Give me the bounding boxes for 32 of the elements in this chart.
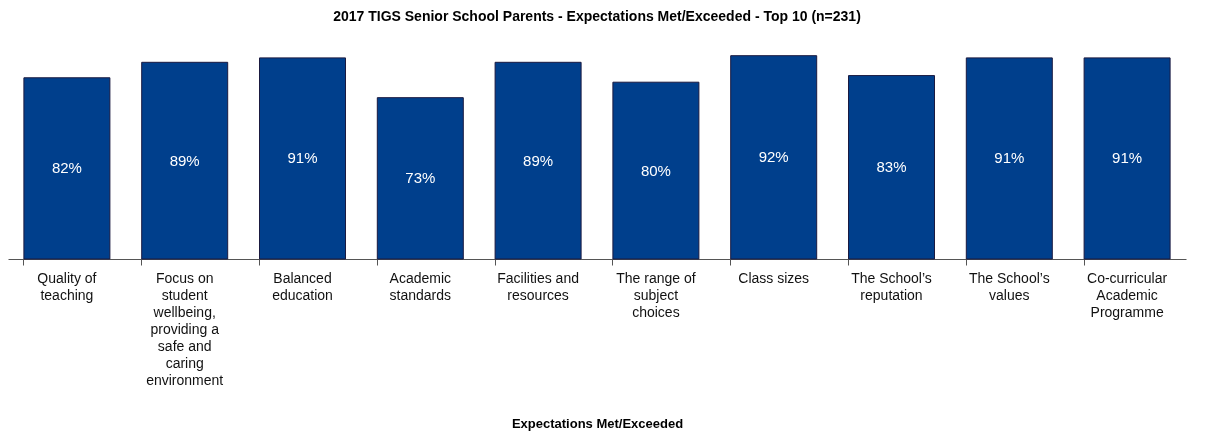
x-tick-label: Quality of teaching — [37, 269, 97, 303]
data-label: 73% — [405, 169, 436, 187]
x-tick-label: Balanced education — [272, 269, 333, 303]
data-label: 80% — [640, 161, 671, 179]
x-tick-label: Focus on student wellbeing, providing a safe and caring environment — [146, 269, 224, 388]
data-label: 89% — [169, 151, 200, 169]
bar — [494, 61, 582, 260]
data-label: 83% — [876, 158, 907, 176]
data-label: 91% — [287, 149, 318, 167]
data-label: 82% — [51, 159, 82, 177]
bar — [23, 77, 111, 260]
bar — [259, 57, 346, 260]
chart-title: 2017 TIGS Senior School Parents - Expectations Met/Exceeded - Top 10 (n=231) — [333, 8, 861, 24]
bar — [141, 61, 229, 260]
x-tick-label: The School’s values — [968, 269, 1050, 303]
bar — [965, 57, 1053, 260]
x-tick-label: Academic standards — [389, 269, 452, 303]
x-tick-label: Co-curricular Academic Programme — [1087, 269, 1168, 320]
data-label: 91% — [1112, 149, 1143, 167]
x-axis-title: Expectations Met/Exceeded — [511, 415, 684, 431]
x-tick-label: The School’s reputation — [851, 269, 932, 303]
x-tick-label: The range of subject choices — [616, 269, 696, 320]
bar — [376, 97, 464, 260]
bar — [848, 75, 935, 260]
data-label: 89% — [523, 151, 554, 169]
data-label: 92% — [758, 148, 789, 166]
x-tick-label: Facilities and resources — [497, 269, 579, 303]
bar — [730, 55, 818, 260]
data-label: 91% — [994, 149, 1025, 167]
x-tick-label: Class sizes — [738, 269, 810, 286]
bar — [1083, 57, 1171, 260]
bar — [612, 81, 700, 260]
